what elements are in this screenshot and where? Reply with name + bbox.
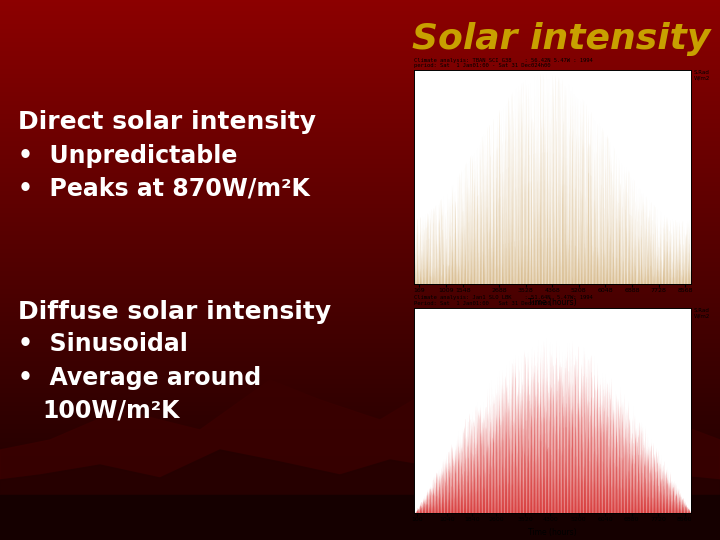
X-axis label: Time (hours): Time (hours) [528, 528, 577, 537]
Text: Direct solar intensity: Direct solar intensity [18, 110, 316, 134]
Text: •  Unpredictable: • Unpredictable [18, 144, 238, 168]
Text: Solar intensity: Solar intensity [412, 22, 710, 56]
Text: •  Average around: • Average around [18, 366, 261, 390]
Text: Climate analysis: Jan1 SLO LBK    : 51.64N  5.47W: 1994
Period: Sat  1 Jan01:00 : Climate analysis: Jan1 SLO LBK : 51.64N … [414, 295, 593, 306]
Text: S.Rad
W/m2: S.Rad W/m2 [694, 70, 711, 81]
Text: Diffuse solar intensity: Diffuse solar intensity [18, 300, 331, 324]
Polygon shape [0, 495, 720, 540]
Text: 100W/m²K: 100W/m²K [42, 398, 179, 422]
Text: •  Sinusoidal: • Sinusoidal [18, 332, 188, 356]
Text: Climate analysis: TBAN SCI G38    : 56.42N 5.47W : 1994
period: Sat  1 Jan01:00 : Climate analysis: TBAN SCI G38 : 56.42N … [414, 58, 593, 69]
Text: S.Rad
W/m2: S.Rad W/m2 [694, 308, 711, 319]
Polygon shape [0, 380, 720, 540]
X-axis label: Time (hours): Time (hours) [528, 298, 577, 307]
Polygon shape [0, 450, 720, 540]
Text: •  Peaks at 870W/m²K: • Peaks at 870W/m²K [18, 176, 310, 200]
